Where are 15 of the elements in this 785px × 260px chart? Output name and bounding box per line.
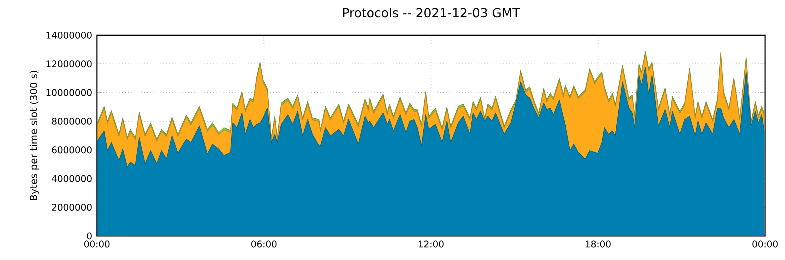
- x-tick-label: 12:00: [419, 240, 444, 248]
- x-tick-label: 06:00: [252, 240, 277, 248]
- chart-title: Protocols -- 2021-12-03 GMT: [343, 8, 520, 18]
- y-tick-label: 14000000: [46, 32, 92, 39]
- x-tick-label: 18:00: [586, 240, 611, 248]
- x-tick-label: 00:00: [84, 240, 110, 248]
- y-tick-label: 4000000: [52, 175, 92, 182]
- y-tick-label: 0: [87, 232, 92, 240]
- x-tick-label: 00:00: [752, 240, 778, 248]
- y-tick-label: 6000000: [52, 146, 92, 154]
- y-axis-title: Bytes per time slot (300 s): [30, 71, 40, 201]
- y-tick-label: 8000000: [52, 118, 92, 126]
- y-tick-label: 2000000: [52, 204, 92, 212]
- y-tick-label: 12000000: [46, 60, 92, 68]
- y-tick-label: 10000000: [46, 89, 92, 96]
